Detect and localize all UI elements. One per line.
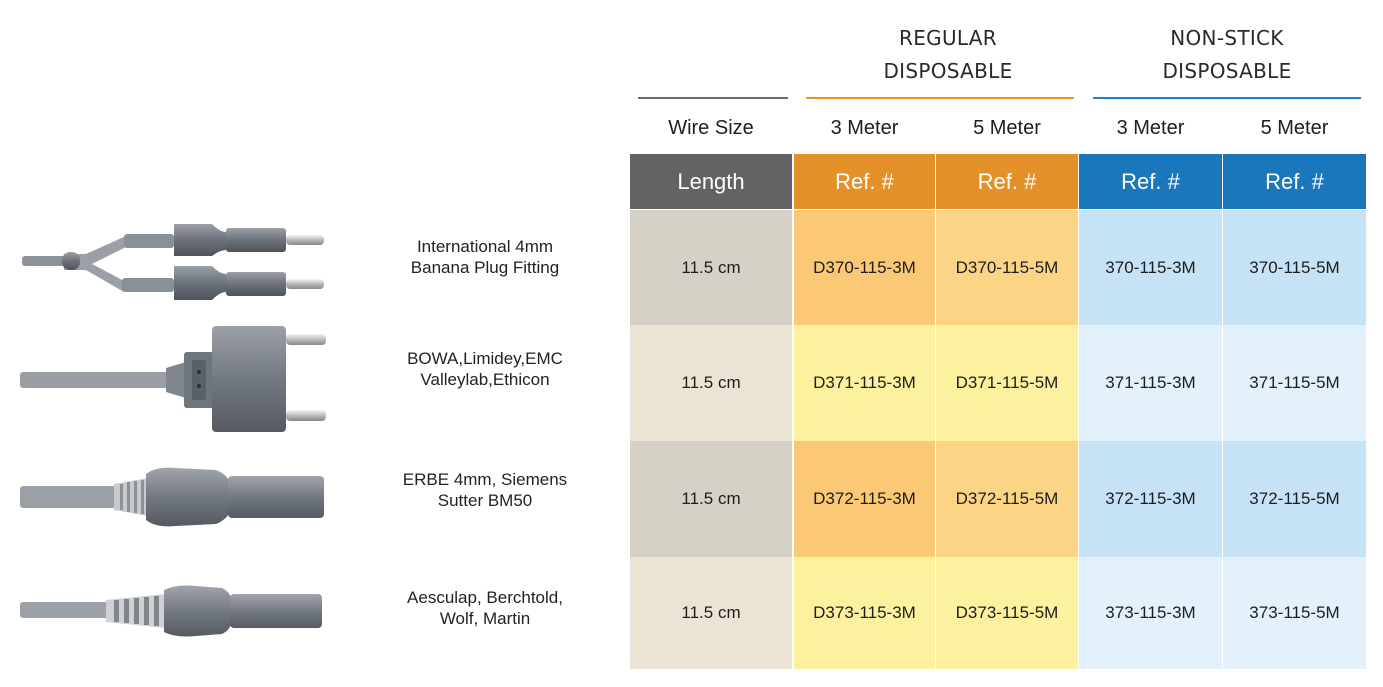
wire-size-rule [638,97,788,99]
row-2-regular-3m: D371-115-3M [794,325,935,441]
row-4-nonstick-3m: 373-115-3M [1079,557,1222,669]
nonstick-3m-label: 3 Meter [1116,116,1185,139]
regular-3m-label: 3 Meter [830,116,899,139]
row-4-length: 11.5 cm [630,557,792,669]
row-4-nonstick-5m: 373-115-5M [1223,557,1366,669]
row-2-nonstick-5m: 371-115-5M [1223,325,1366,441]
wire-size-label: Wire Size [668,116,754,139]
row-3-description: ERBE 4mm, Siemens Sutter BM50 [402,470,568,510]
row-3-nonstick-5m: 372-115-5M [1223,441,1366,557]
erbe-connector-icon [20,467,324,527]
ref-nonstick-3m-header: Ref. # [1079,154,1222,209]
row-2-description: BOWA,Limidey,EMC Valleylab,Ethicon [407,349,563,389]
ref-regular-3m-header: Ref. # [794,154,935,209]
row-2-nonstick-3m: 371-115-3M [1079,325,1222,441]
regular-disposable-heading: REGULAR DISPOSABLE [883,26,1013,83]
row-4-regular-5m: D373-115-5M [936,557,1078,669]
ref-regular-5m-header: Ref. # [936,154,1078,209]
nonstick-5m-label: 5 Meter [1260,116,1329,139]
row-1-regular-5m: D370-115-5M [936,210,1078,325]
row-1-description: International 4mm Banana Plug Fitting [410,237,560,277]
dual-banana-plug-icon [22,224,324,300]
row-3-nonstick-3m: 372-115-3M [1079,441,1222,557]
ref-nonstick-5m-header: Ref. # [1223,154,1366,209]
row-2-regular-5m: D371-115-5M [936,325,1078,441]
nonstick-disposable-heading: NON-STICK DISPOSABLE [1162,26,1292,83]
nonstick-rule [1093,97,1361,99]
row-3-regular-3m: D372-115-3M [794,441,935,557]
row-4-regular-3m: D373-115-3M [794,557,935,669]
regular-rule [806,97,1074,99]
row-1-nonstick-5m: 370-115-5M [1223,210,1366,325]
regular-5m-label: 5 Meter [973,116,1041,139]
length-header: Length [630,154,792,209]
bipolar-block-plug-icon [20,326,326,432]
row-1-regular-3m: D370-115-3M [794,210,935,325]
row-3-length: 11.5 cm [630,441,792,557]
row-1-nonstick-3m: 370-115-3M [1079,210,1222,325]
row-2-length: 11.5 cm [630,325,792,441]
aesculap-connector-icon [20,585,322,637]
row-4-description: Aesculap, Berchtold, Wolf, Martin [407,588,563,628]
row-1-length: 11.5 cm [630,210,792,325]
row-3-regular-5m: D372-115-5M [936,441,1078,557]
